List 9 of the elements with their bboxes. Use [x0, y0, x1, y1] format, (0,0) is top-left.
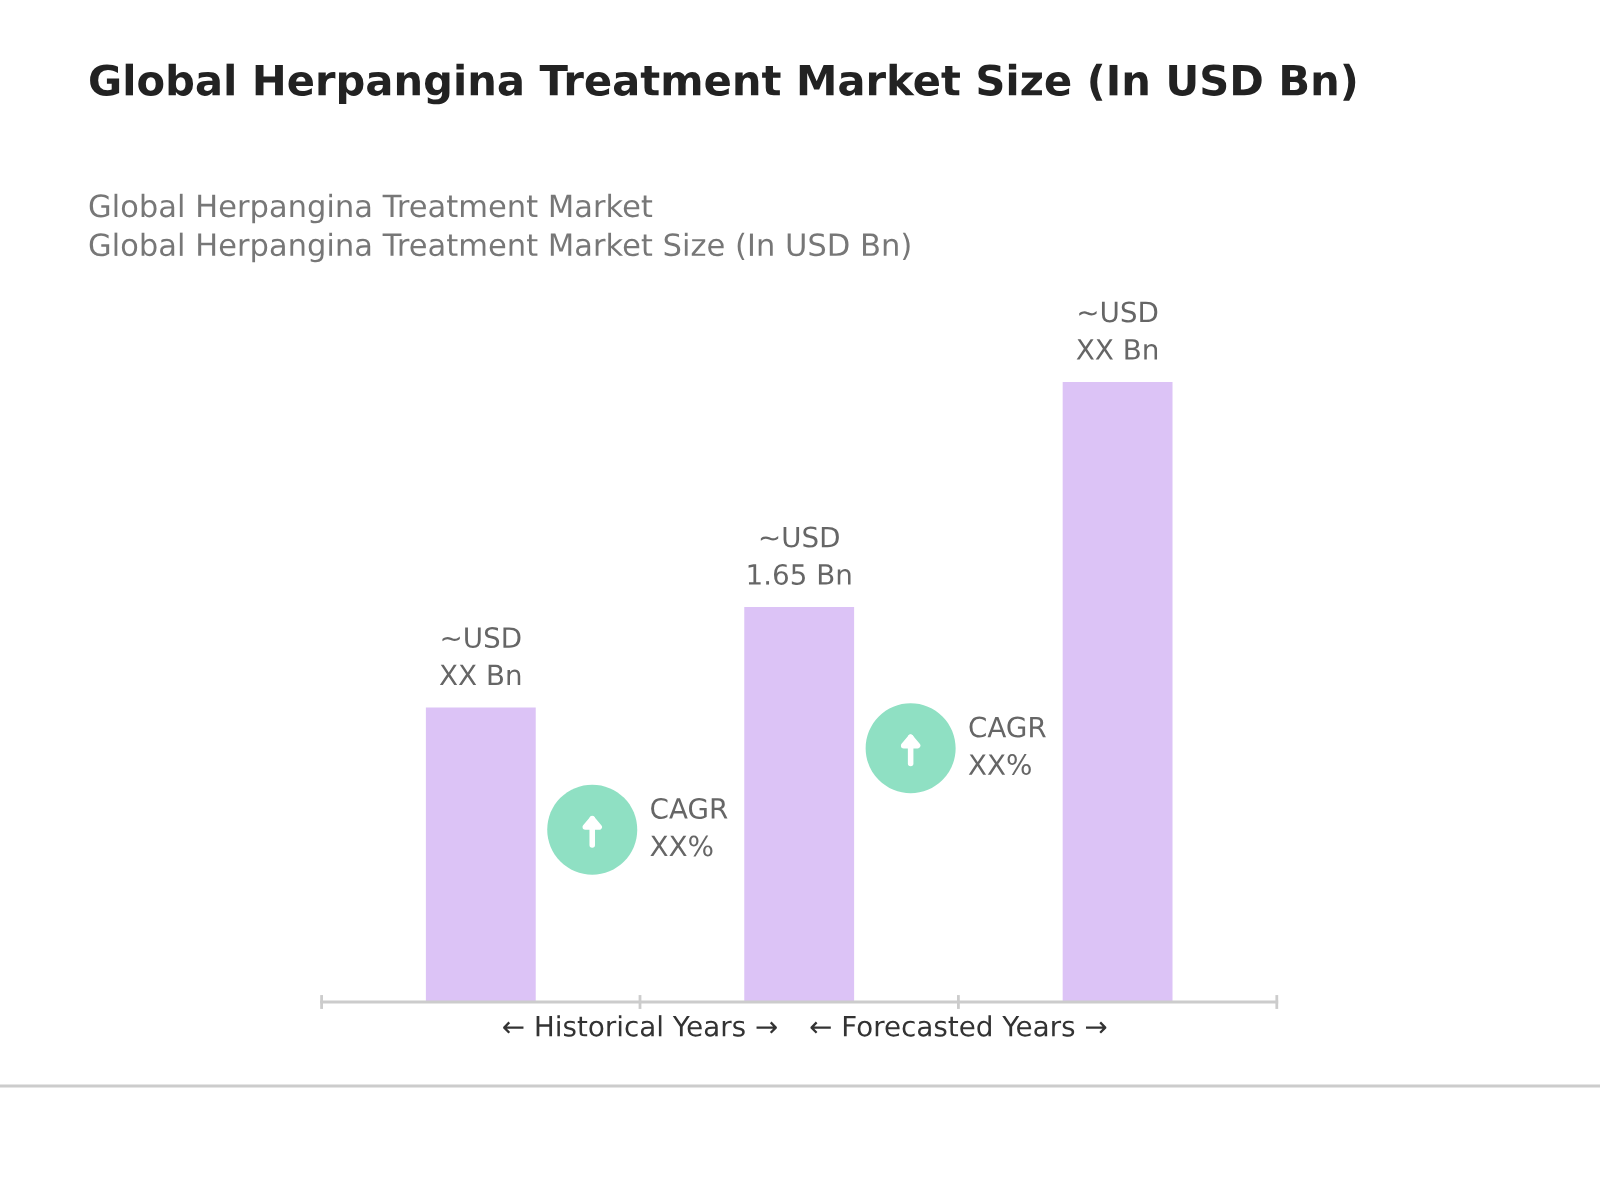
text: ← Historical Years → — [503, 1015, 777, 1037]
annotation: CAGR XX% — [968, 716, 1046, 776]
chart-subtitle: Global Herpangina Treatment Market Global Herpangina Treatment Market Size (In USD Bn) — [89, 193, 910, 263]
data-label: ~USD 1.65 Bn — [748, 526, 851, 585]
text: ← Forecasted Years → — [810, 1015, 1107, 1037]
annotation: CAGR XX% — [650, 797, 728, 857]
data-label: ~USD XX Bn — [439, 627, 521, 686]
chart-title: Global Herpangina Treatment Market Size (In USD Bn) — [90, 63, 1356, 105]
data-label: ~USD XX Bn — [1076, 301, 1158, 360]
